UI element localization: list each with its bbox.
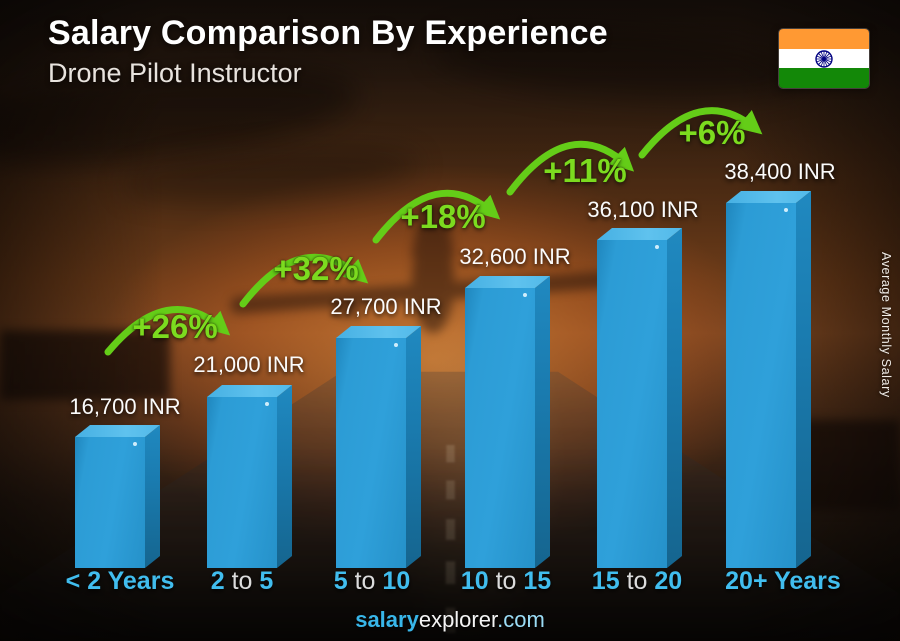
bar-15-to-20 xyxy=(597,228,682,568)
category-label: 5 to 10 xyxy=(333,567,411,595)
india-flag xyxy=(779,29,869,88)
pct-change-label: +32% xyxy=(273,250,359,287)
category-label: 10 to 15 xyxy=(460,567,552,595)
bar-value-label: 16,700 INR xyxy=(69,394,181,419)
pct-change-label: +6% xyxy=(678,114,746,151)
flag-green-stripe xyxy=(779,68,869,88)
pct-change-label: +11% xyxy=(543,152,627,189)
bar-value-label: 27,700 INR xyxy=(330,294,442,319)
category-label: 2 to 5 xyxy=(210,567,274,595)
site-brand-bold: salary xyxy=(355,607,419,632)
bar-value-label: 32,600 INR xyxy=(459,244,571,269)
site-brand-regular: explorer xyxy=(418,607,498,632)
bar-20-plus-years xyxy=(726,191,811,568)
bar-value-label: 21,000 INR xyxy=(193,352,305,377)
site-brand-tld: .com xyxy=(497,607,545,632)
bar-value-label: 38,400 INR xyxy=(724,159,836,184)
pct-change-label: +18% xyxy=(400,198,486,235)
bar-5-to-10 xyxy=(336,326,421,568)
pct-change-label: +26% xyxy=(132,308,218,345)
category-label: 20+ Years xyxy=(725,567,841,595)
y-axis-label: Average Monthly Salary xyxy=(879,252,893,398)
bar-10-to-15 xyxy=(465,276,550,568)
category-label: 15 to 20 xyxy=(591,567,683,595)
category-label: < 2 Years xyxy=(65,567,175,595)
flag-saffron-stripe xyxy=(779,29,869,49)
page-subtitle: Drone Pilot Instructor xyxy=(48,58,302,88)
ashoka-chakra-icon xyxy=(815,49,833,68)
site-watermark: salaryexplorer.com xyxy=(0,607,900,633)
bar-2-to-5 xyxy=(207,385,292,568)
bar-under-2-years xyxy=(75,425,160,568)
page-title: Salary Comparison By Experience xyxy=(48,14,608,52)
bar-value-label: 36,100 INR xyxy=(587,197,699,222)
